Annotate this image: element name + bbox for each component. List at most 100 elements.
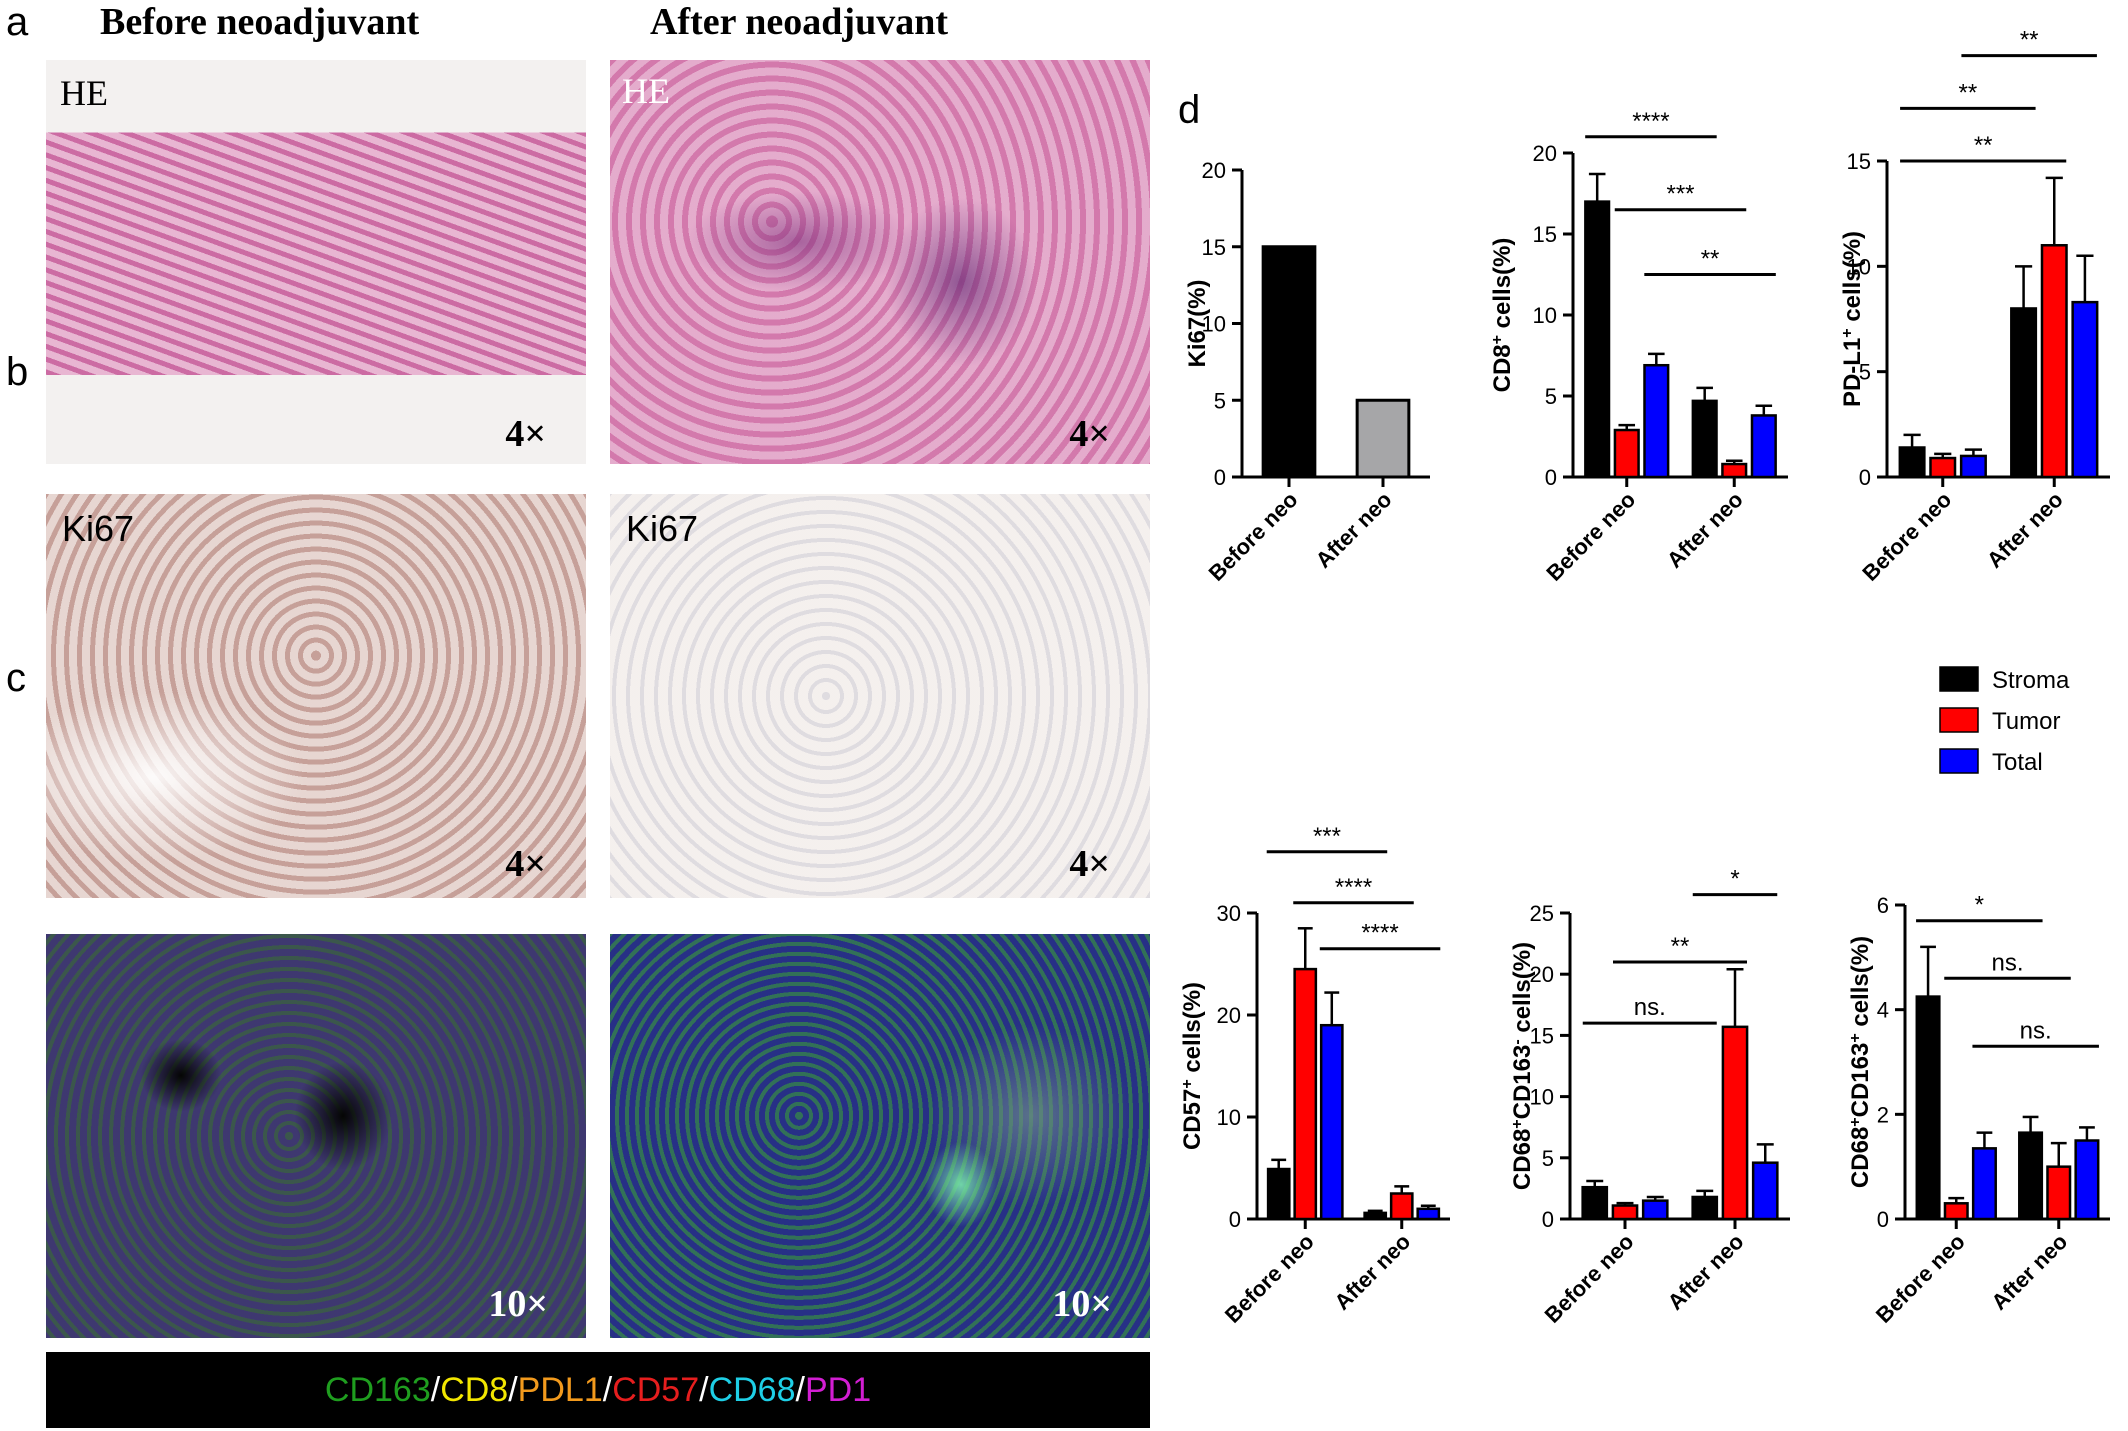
- column-title-after: After neoadjuvant: [650, 1, 949, 43]
- x-tick-label: Before neo: [1871, 1229, 1970, 1328]
- significance-label: ns.: [1634, 994, 1666, 1021]
- bar: [1643, 363, 1670, 479]
- marker-cd8: CD8: [440, 1370, 509, 1409]
- x-tick-label: After neo: [1311, 487, 1397, 573]
- bar: [1613, 428, 1640, 479]
- bar: [1898, 446, 1926, 479]
- magnification-ki67-before: 4×: [505, 843, 546, 885]
- y-tick-label: 15: [1202, 235, 1226, 260]
- x-tick-label: Before neo: [1857, 487, 1956, 586]
- chart-3: 0 10 20 30 CD57+ cells(%) Before neo After neo…: [1179, 823, 1450, 1328]
- marker-separator: /: [508, 1370, 518, 1409]
- bar: [1691, 399, 1718, 479]
- y-tick-label: 4: [1877, 998, 1889, 1023]
- x-tick-label: Before neo: [1540, 1229, 1639, 1328]
- bar: [2040, 244, 2068, 479]
- bar: [2074, 1139, 2100, 1221]
- x-tick-label: Before neo: [1541, 487, 1640, 586]
- significance-label: ****: [1632, 108, 1669, 135]
- y-tick-label: 15: [1847, 149, 1871, 174]
- y-tick-label: 20: [1533, 141, 1557, 166]
- legend-swatch-stroma: [1939, 666, 1979, 692]
- y-tick-label: 0: [1214, 465, 1226, 490]
- marker-pd1: PD1: [804, 1370, 872, 1409]
- ki67-image-after: Ki67 4×: [610, 494, 1150, 898]
- bar: [1721, 462, 1748, 479]
- marker-separator: /: [795, 1370, 805, 1409]
- bar: [1363, 1211, 1388, 1221]
- marker-pdl1: PDL1: [517, 1370, 603, 1409]
- legend-label-tumor: Tumor: [1992, 708, 2060, 735]
- panel-letter-c: c: [6, 656, 26, 700]
- series-legend: Stroma Tumor Total: [1939, 666, 2070, 776]
- bar: [1641, 1199, 1669, 1221]
- legend-swatch-tumor: [1939, 707, 1979, 733]
- bar: [1691, 1195, 1719, 1221]
- y-tick-label: 15: [1530, 1023, 1554, 1048]
- significance-label: **: [1671, 933, 1690, 960]
- y-tick-label: 10: [1847, 254, 1871, 279]
- y-tick-label: 20: [1202, 158, 1226, 183]
- magnification-he-before: 4×: [505, 413, 546, 455]
- y-tick-label: 0: [1877, 1207, 1889, 1232]
- significance-label: ****: [1361, 920, 1398, 947]
- y-tick-label: 30: [1217, 901, 1241, 926]
- bar: [2071, 300, 2099, 479]
- bar: [1416, 1207, 1441, 1221]
- marker-separator: /: [602, 1370, 613, 1409]
- ki67-image-before: Ki67 4×: [46, 494, 586, 898]
- y-axis-label: CD57+ cells(%): [1179, 982, 1207, 1150]
- significance-label: **: [2020, 27, 2039, 54]
- bar: [2046, 1165, 2072, 1221]
- magnification-if-after: 10×: [1052, 1283, 1112, 1325]
- magnification-if-before: 10×: [488, 1283, 548, 1325]
- bar: [1584, 200, 1611, 479]
- panel-letter-b: b: [6, 350, 29, 394]
- x-tick-label: After neo: [1982, 487, 2068, 573]
- significance-label: ***: [1666, 181, 1694, 208]
- bar: [1971, 1147, 1997, 1221]
- y-axis-label: CD68+CD163- cells(%): [1509, 942, 1537, 1190]
- y-tick-label: 10: [1530, 1085, 1554, 1110]
- y-tick-label: 0: [1545, 465, 1557, 490]
- if-image-before: 10×: [46, 934, 586, 1338]
- y-axis-label: CD8+ cells(%): [1489, 238, 1517, 393]
- significance-label: ns.: [2020, 1017, 2052, 1044]
- he-label-after: HE: [622, 71, 670, 111]
- significance-label: ns.: [1991, 949, 2023, 976]
- y-tick-label: 10: [1533, 303, 1557, 328]
- y-tick-label: 6: [1877, 893, 1889, 918]
- bar: [1750, 414, 1777, 479]
- y-tick-label: 0: [1229, 1207, 1241, 1232]
- significance-label: *: [1730, 866, 1739, 893]
- x-tick-label: After neo: [1329, 1229, 1415, 1315]
- x-tick-label: Before neo: [1204, 487, 1303, 586]
- bar: [1581, 1185, 1609, 1221]
- y-axis-label: Ki67(%): [1184, 279, 1211, 367]
- significance-label: *: [1975, 892, 1984, 919]
- y-tick-label: 25: [1530, 901, 1554, 926]
- bar: [1929, 456, 1957, 479]
- marker-separator: /: [430, 1370, 441, 1409]
- marker-cd57: CD57: [612, 1370, 700, 1409]
- x-tick-label: Before neo: [1220, 1229, 1319, 1328]
- he-image-before: HE 4×: [46, 60, 586, 464]
- legend-swatch-total: [1939, 748, 1979, 774]
- bar: [1959, 454, 1987, 479]
- bar: [1389, 1192, 1414, 1221]
- y-tick-label: 5: [1545, 384, 1557, 409]
- chart-1: 0 5 10 15 20 CD8+ cells(%) Before neo After neo…: [1489, 108, 1788, 586]
- significance-label: ***: [1313, 823, 1341, 850]
- marker-legend: CD163/CD8/PDL1/CD57/CD68/PD1: [46, 1352, 1150, 1428]
- bar: [1261, 245, 1317, 479]
- marker-cd163: CD163: [324, 1370, 431, 1409]
- he-image-after: HE 4×: [610, 60, 1150, 464]
- magnification-ki67-after: 4×: [1069, 843, 1110, 885]
- y-tick-label: 0: [1542, 1207, 1554, 1232]
- y-tick-label: 10: [1217, 1105, 1241, 1130]
- he-label-before: HE: [60, 73, 108, 113]
- bar: [1721, 1025, 1749, 1221]
- x-tick-label: After neo: [1662, 487, 1748, 573]
- chart-0: 0 5 10 15 20 Ki67(%) Before neo After neo: [1184, 158, 1430, 586]
